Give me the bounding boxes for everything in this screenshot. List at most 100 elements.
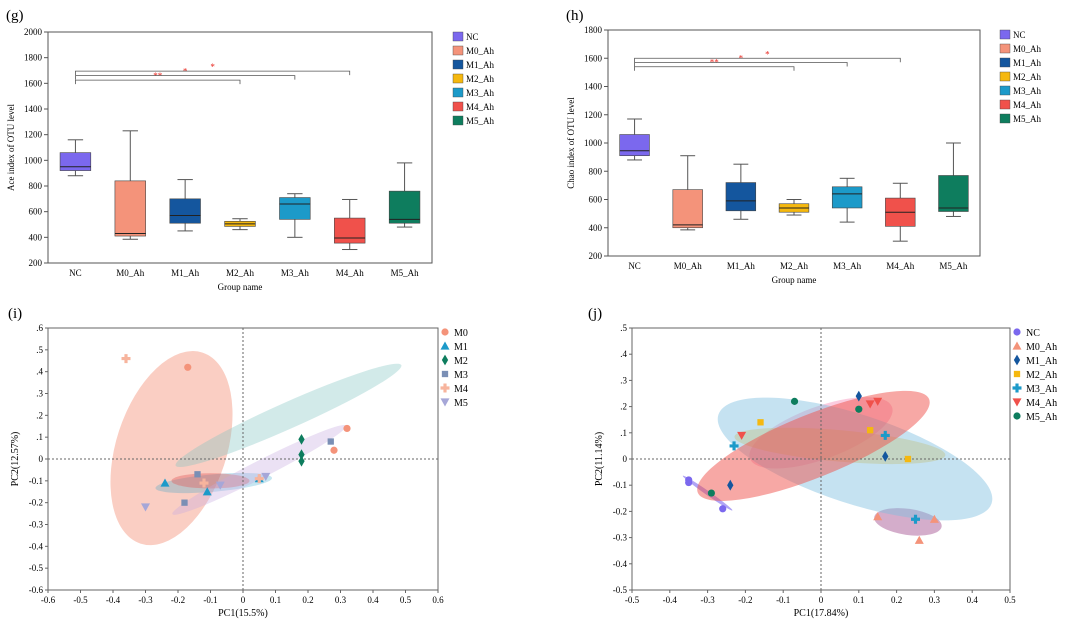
significance-mark: * xyxy=(210,62,215,72)
data-point xyxy=(685,476,693,484)
legend-label: M3_Ah xyxy=(1026,384,1057,395)
x-tick-label: 0 xyxy=(241,595,246,605)
legend-swatch xyxy=(999,99,1011,110)
y-tick-label: -0.5 xyxy=(29,563,44,573)
data-point xyxy=(298,455,305,467)
data-point xyxy=(343,424,351,433)
x-tick-label: 0.1 xyxy=(270,595,281,605)
confidence-ellipse xyxy=(697,390,930,501)
y-axis-label: PC2(12.57%) xyxy=(10,432,21,487)
confidence-ellipse xyxy=(175,363,402,467)
y-tick-label: 1400 xyxy=(584,82,603,92)
x-tick-label: -0.5 xyxy=(73,595,88,605)
y-tick-label: 400 xyxy=(29,232,43,242)
data-point xyxy=(202,487,212,496)
legend-swatch xyxy=(452,101,464,112)
pca-i-svg: (i)-0.6 -0.5 -0.4 -0.3 -0.2 -0.1 0 0.1 0.2 0.3 0.4… xyxy=(8,306,468,619)
x-tick-label: -0.2 xyxy=(738,595,752,605)
plot-frame xyxy=(47,31,433,264)
y-axis-label: PC2(11.14%) xyxy=(594,432,605,486)
box-m5-ah xyxy=(938,175,969,212)
data-point xyxy=(160,478,170,487)
y-tick-label: 1800 xyxy=(584,25,603,35)
legend-label: M2_Ah xyxy=(466,74,495,84)
y-tick-label: -0.3 xyxy=(29,520,44,530)
boxplot-panel-chao: (h) 200 400 600 800 1000 1200 1400 1600 1800 Chao … xyxy=(560,0,1080,300)
box-m3-ah xyxy=(831,186,863,209)
x-tick-label: 0.6 xyxy=(432,595,444,605)
y-tick-label: 200 xyxy=(29,258,43,268)
y-tick-label: -0.1 xyxy=(29,476,43,486)
legend-label: M5_Ah xyxy=(1026,412,1057,423)
data-point xyxy=(855,405,863,413)
confidence-ellipse xyxy=(874,508,942,536)
data-point xyxy=(727,479,734,491)
legend-swatch xyxy=(999,113,1011,124)
data-point xyxy=(254,474,264,484)
x-tick-label: M1_Ah xyxy=(727,261,756,271)
x-tick-label: NC xyxy=(69,268,82,278)
y-tick-label: .4 xyxy=(620,349,627,359)
y-tick-label: 400 xyxy=(589,223,603,233)
box-nc xyxy=(59,152,92,171)
data-point xyxy=(882,450,889,462)
chao-boxplot-svg: (h) 200 400 600 800 1000 1200 1400 1600 1800 Chao … xyxy=(566,8,1042,285)
y-tick-label: -0.5 xyxy=(613,585,628,595)
data-point xyxy=(199,478,209,488)
y-tick-label: 1200 xyxy=(24,130,43,140)
data-point xyxy=(1013,412,1021,420)
x-tick-label: -0.4 xyxy=(663,595,678,605)
x-tick-label: M4_Ah xyxy=(336,268,365,278)
y-tick-label: -0.2 xyxy=(613,506,627,516)
data-point xyxy=(441,328,449,336)
y-tick-label: 800 xyxy=(29,181,43,191)
y-tick-label: 200 xyxy=(589,251,603,261)
data-point xyxy=(441,370,449,378)
y-axis-label: Chao index of OTU level xyxy=(566,97,576,189)
box-m4-ah xyxy=(334,217,366,244)
y-tick-label: -0.4 xyxy=(29,541,44,551)
legend-swatch xyxy=(999,57,1011,68)
legend-label: NC xyxy=(1013,30,1026,40)
significance-bracket xyxy=(75,75,296,80)
legend-swatch xyxy=(452,115,464,126)
data-point xyxy=(729,441,739,451)
x-tick-label: M1_Ah xyxy=(171,268,200,278)
data-point xyxy=(1013,370,1021,378)
x-tick-label: M0_Ah xyxy=(116,268,145,278)
data-point xyxy=(707,489,715,497)
box-m1-ah xyxy=(169,198,201,224)
y-tick-label: .4 xyxy=(36,367,43,377)
data-point xyxy=(873,512,883,521)
data-point xyxy=(914,535,924,544)
data-point xyxy=(719,505,727,513)
legend-label: M5 xyxy=(454,398,468,409)
x-tick-label: M0_Ah xyxy=(674,261,703,271)
data-point xyxy=(194,471,201,478)
legend-label: M3 xyxy=(454,370,468,381)
y-tick-label: 600 xyxy=(29,207,43,217)
y-tick-label: 1600 xyxy=(584,53,603,63)
data-point xyxy=(215,481,225,490)
legend-label: M0_Ah xyxy=(466,46,495,56)
legend-label: M1 xyxy=(454,342,468,353)
x-tick-label: -0.4 xyxy=(106,595,121,605)
x-tick-label: M4_Ah xyxy=(886,261,915,271)
ace-boxplot-svg: (g) 200 400 600 800 1000 1200 1400 1600 1800 2000 A… xyxy=(6,8,495,292)
data-point xyxy=(1012,341,1022,350)
legend-swatch xyxy=(452,73,464,84)
data-point xyxy=(441,354,449,366)
panel-label: (g) xyxy=(6,8,24,24)
y-tick-label: .1 xyxy=(36,432,43,442)
y-tick-label: 1200 xyxy=(584,110,603,120)
y-tick-label: 1400 xyxy=(24,104,43,114)
legend-label: NC xyxy=(466,32,479,42)
x-tick-label: 0.4 xyxy=(967,595,979,605)
data-point xyxy=(261,472,271,481)
x-axis-label: Group name xyxy=(218,282,263,292)
panel-label: (h) xyxy=(566,8,584,24)
y-tick-label: 1600 xyxy=(24,78,43,88)
y-tick-label: .2 xyxy=(620,402,627,412)
x-tick-label: M3_Ah xyxy=(281,268,310,278)
data-point xyxy=(330,446,338,454)
